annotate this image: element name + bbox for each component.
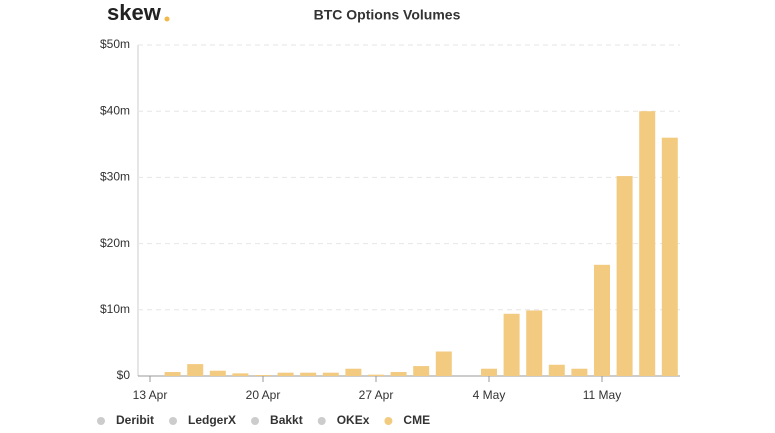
logo: skew: [107, 0, 162, 25]
legend-label[interactable]: LedgerX: [188, 413, 236, 427]
x-tick-label: 13 Apr: [133, 388, 168, 402]
bar: [209, 370, 226, 376]
bar: [322, 372, 339, 376]
y-tick-label: $40m: [100, 103, 130, 117]
x-tick-label: 20 Apr: [246, 388, 281, 402]
bar: [413, 366, 430, 376]
x-tick-label: 11 May: [583, 388, 621, 402]
bar: [661, 137, 678, 376]
y-tick-label: $50m: [100, 37, 130, 51]
legend-label[interactable]: Bakkt: [270, 413, 303, 427]
legend-marker[interactable]: [169, 417, 178, 425]
x-tick-label: 27 Apr: [359, 388, 394, 402]
bar: [481, 368, 497, 376]
legend-marker[interactable]: [384, 417, 393, 425]
bar: [526, 310, 543, 376]
legend-marker[interactable]: [251, 417, 260, 425]
bar: [594, 264, 610, 376]
bar: [300, 372, 317, 376]
bar: [345, 368, 362, 376]
bar: [548, 364, 565, 376]
y-tick-label: $0: [117, 368, 131, 382]
legend-marker[interactable]: [97, 417, 105, 425]
legend-marker[interactable]: [317, 417, 326, 425]
x-tick-label: 4 May: [473, 388, 506, 402]
y-tick-label: $10m: [100, 302, 130, 316]
logo-dot: [164, 16, 170, 22]
chart-title: BTC Options Volumes: [314, 7, 461, 23]
y-tick-label: $30m: [100, 170, 130, 184]
bar: [639, 111, 656, 376]
bar: [255, 375, 271, 376]
bar: [277, 372, 294, 376]
legend-label[interactable]: Deribit: [116, 413, 154, 427]
bar: [187, 364, 204, 376]
legend-label[interactable]: OKEx: [337, 413, 370, 427]
bar: [368, 374, 384, 376]
bar: [616, 176, 633, 376]
y-tick-label: $20m: [100, 236, 130, 250]
bar: [390, 372, 407, 376]
bar: [503, 313, 520, 376]
bar: [435, 351, 452, 376]
legend-label[interactable]: CME: [403, 413, 430, 427]
bar: [571, 368, 588, 376]
bar: [232, 373, 249, 376]
bar: [164, 372, 181, 376]
